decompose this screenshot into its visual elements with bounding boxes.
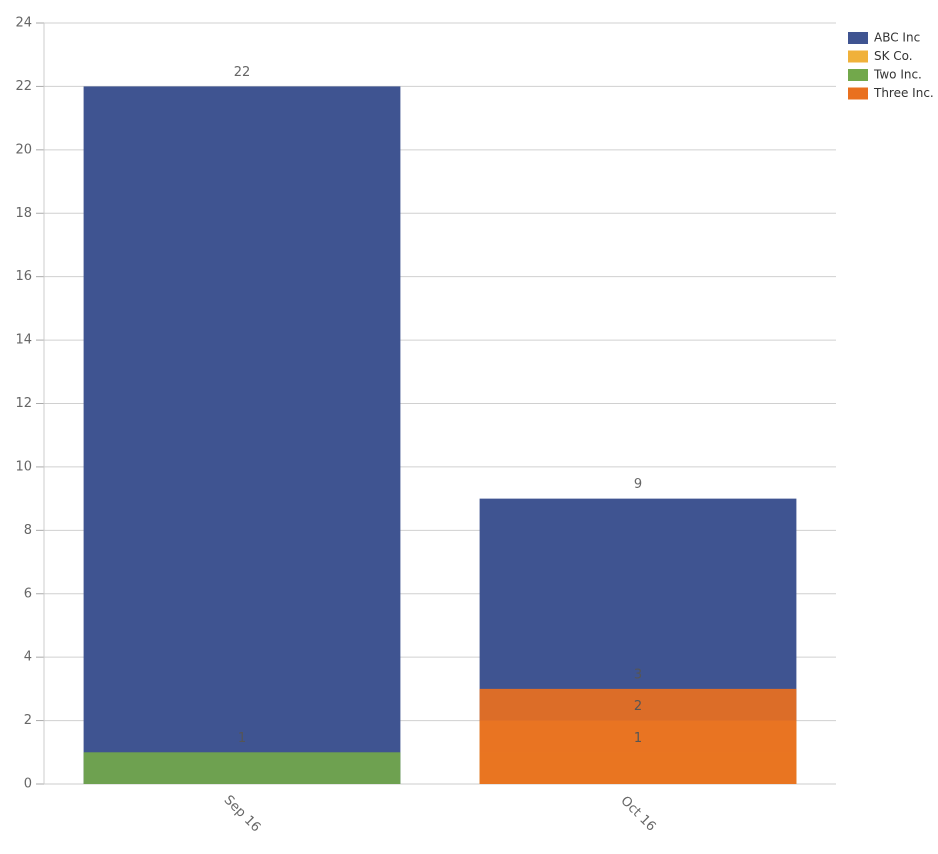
y-tick-label: 24: [15, 16, 32, 31]
value-label: 2: [634, 699, 642, 714]
bar: [83, 86, 401, 784]
legend-swatch: [848, 32, 868, 44]
y-tick-label: 20: [15, 142, 32, 157]
legend-label: Three Inc.: [873, 86, 934, 100]
value-label: 3: [634, 667, 642, 682]
y-tick-label: 12: [15, 396, 32, 411]
legend-swatch: [848, 69, 868, 81]
value-label: 1: [238, 731, 246, 746]
y-tick-label: 4: [24, 650, 32, 665]
y-tick-label: 10: [15, 459, 32, 474]
legend-label: SK Co.: [874, 49, 913, 63]
legend-swatch: [848, 87, 868, 100]
value-label: 1: [634, 731, 642, 746]
y-tick-label: 8: [24, 523, 32, 538]
y-tick-label: 22: [15, 79, 32, 94]
legend-label: ABC Inc: [874, 31, 920, 45]
x-tick-label: Oct 16: [617, 793, 658, 834]
bar: [479, 688, 797, 784]
y-tick-label: 6: [24, 586, 32, 601]
y-tick-label: 16: [15, 269, 32, 284]
legend-swatch: [848, 50, 868, 63]
x-tick-label: Sep 16: [221, 793, 264, 836]
bar: [83, 752, 401, 784]
y-tick-label: 18: [15, 206, 32, 221]
value-label: 22: [234, 65, 251, 80]
legend-label: Two Inc.: [873, 68, 922, 82]
value-label: 9: [634, 477, 642, 492]
y-tick-label: 0: [24, 777, 32, 792]
y-tick-label: 14: [15, 333, 32, 348]
y-tick-label: 2: [24, 713, 32, 728]
